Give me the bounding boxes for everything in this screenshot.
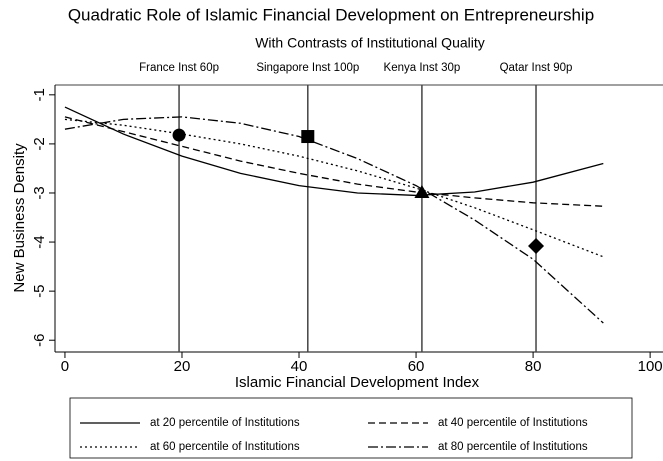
point-marker [301, 130, 315, 144]
x-axis-label: Islamic Financial Development Index [235, 374, 480, 391]
y-tick-label: -3 [31, 186, 48, 199]
point-marker [172, 128, 186, 142]
point-marker [528, 237, 545, 254]
series-line [64, 106, 604, 197]
x-tick-label: 100 [638, 358, 663, 375]
y-tick-label: -5 [31, 284, 48, 297]
series-line [64, 116, 604, 207]
y-axis-label: New Business Density [11, 143, 28, 293]
reference-label: Singapore Inst 100p [256, 62, 359, 74]
reference-label: Kenya Inst 30p [384, 62, 461, 74]
legend-label: at 20 percentile of Institutions [150, 417, 300, 429]
legend-label: at 60 percentile of Institutions [150, 441, 300, 453]
x-tick-label: 40 [291, 358, 308, 375]
point-marker [414, 184, 430, 198]
legend-label: at 40 percentile of Institutions [438, 417, 588, 429]
y-tick-label: -4 [31, 235, 48, 248]
reference-label: France Inst 60p [139, 62, 219, 74]
x-tick-label: 80 [525, 358, 542, 375]
x-tick-label: 20 [174, 358, 191, 375]
series-line [64, 116, 604, 324]
x-tick-label: 0 [61, 358, 69, 375]
legend-label: at 80 percentile of Institutions [438, 441, 588, 453]
y-tick-label: -6 [31, 334, 48, 347]
reference-label: Qatar Inst 90p [500, 62, 573, 74]
chart-subtitle: With Contrasts of Institutional Quality [255, 35, 485, 51]
x-tick-label: 60 [408, 358, 425, 375]
legend-box [69, 397, 633, 459]
y-tick-label: -2 [31, 137, 48, 150]
y-tick-label: -1 [31, 88, 48, 101]
series-line [64, 118, 604, 258]
chart-title: Quadratic Role of Islamic Financial Deve… [68, 5, 594, 24]
